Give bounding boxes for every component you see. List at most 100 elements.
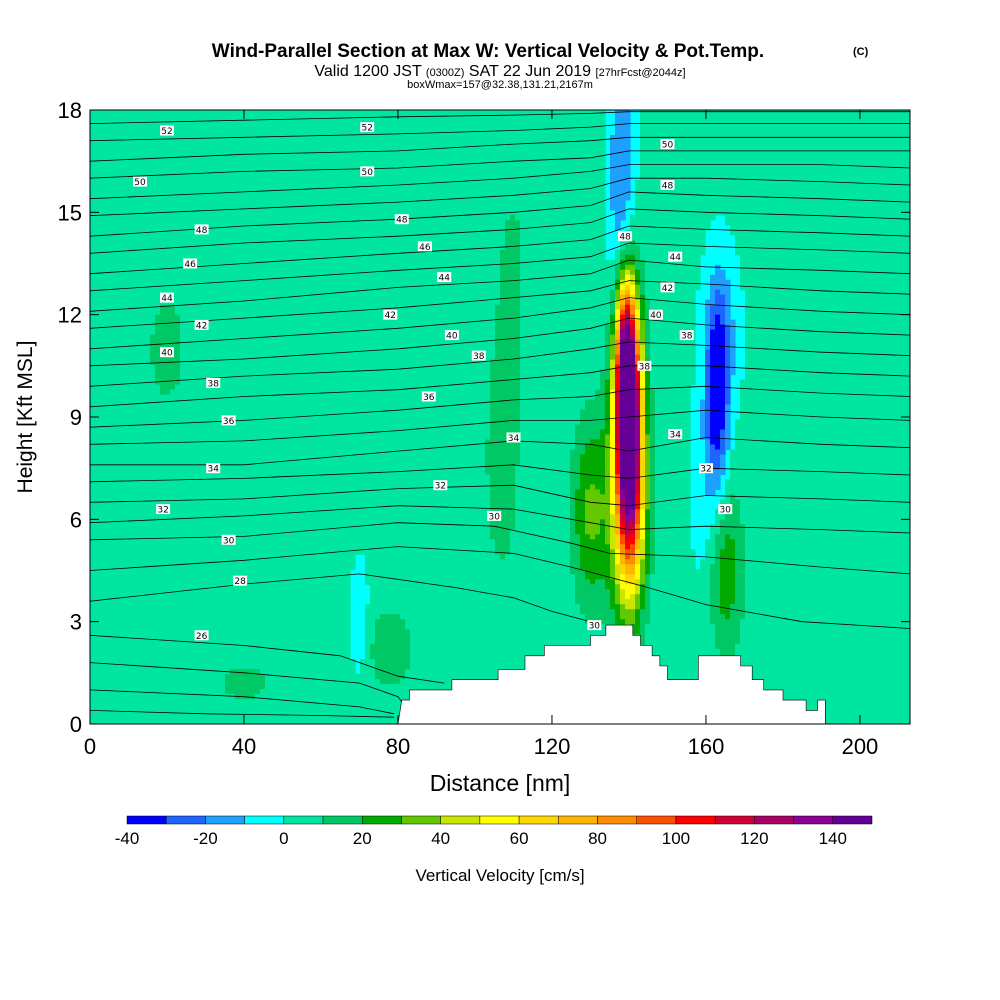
velocity-cell bbox=[745, 165, 751, 171]
velocity-cell bbox=[640, 145, 646, 151]
velocity-cell bbox=[570, 130, 576, 136]
velocity-cell bbox=[550, 230, 556, 236]
velocity-cell bbox=[875, 225, 881, 231]
velocity-cell bbox=[860, 235, 866, 241]
velocity-cell bbox=[210, 255, 216, 261]
velocity-cell bbox=[635, 200, 641, 206]
velocity-cell bbox=[890, 240, 896, 246]
velocity-cell bbox=[180, 175, 186, 181]
velocity-cell bbox=[675, 135, 681, 141]
velocity-cell bbox=[525, 135, 531, 141]
velocity-cell bbox=[285, 230, 291, 236]
velocity-cell bbox=[580, 150, 586, 156]
velocity-cell bbox=[545, 120, 551, 126]
velocity-cell bbox=[540, 215, 546, 221]
velocity-cell bbox=[865, 205, 871, 211]
velocity-cell bbox=[570, 145, 576, 151]
velocity-cell bbox=[195, 125, 201, 131]
velocity-cell bbox=[500, 235, 506, 241]
velocity-cell bbox=[185, 150, 191, 156]
velocity-cell bbox=[165, 185, 171, 191]
velocity-cell bbox=[545, 250, 551, 256]
velocity-cell bbox=[475, 120, 481, 126]
velocity-cell bbox=[700, 235, 706, 241]
velocity-cell bbox=[585, 170, 591, 176]
velocity-cell bbox=[870, 155, 876, 161]
velocity-cell bbox=[250, 205, 256, 211]
velocity-cell bbox=[340, 135, 346, 141]
velocity-cell bbox=[285, 140, 291, 146]
velocity-cell bbox=[385, 140, 391, 146]
velocity-cell bbox=[810, 165, 816, 171]
velocity-cell bbox=[465, 260, 471, 266]
velocity-cell bbox=[765, 120, 771, 126]
velocity-cell bbox=[275, 135, 281, 141]
velocity-cell bbox=[815, 190, 821, 196]
velocity-cell bbox=[730, 200, 736, 206]
velocity-cell bbox=[575, 225, 581, 231]
velocity-cell bbox=[490, 140, 496, 146]
velocity-cell bbox=[850, 145, 856, 151]
velocity-cell bbox=[260, 120, 266, 126]
velocity-cell bbox=[355, 110, 361, 116]
velocity-cell bbox=[190, 150, 196, 156]
velocity-cell bbox=[200, 215, 206, 221]
velocity-cell bbox=[120, 150, 126, 156]
velocity-cell bbox=[365, 185, 371, 191]
velocity-cell bbox=[415, 180, 421, 186]
velocity-cell bbox=[545, 255, 551, 261]
velocity-cell bbox=[190, 245, 196, 251]
velocity-cell bbox=[820, 110, 826, 116]
velocity-cell bbox=[800, 190, 806, 196]
velocity-cell bbox=[805, 140, 811, 146]
velocity-cell bbox=[695, 120, 701, 126]
velocity-cell bbox=[620, 215, 626, 221]
velocity-cell bbox=[360, 190, 366, 196]
velocity-cell bbox=[145, 125, 151, 131]
velocity-cell bbox=[705, 165, 711, 171]
velocity-cell bbox=[155, 255, 161, 261]
velocity-cell bbox=[795, 130, 801, 136]
velocity-cell bbox=[740, 210, 746, 216]
velocity-cell bbox=[290, 195, 296, 201]
velocity-cell bbox=[140, 255, 146, 261]
velocity-cell bbox=[790, 110, 796, 116]
velocity-cell bbox=[890, 125, 896, 131]
velocity-cell bbox=[275, 180, 281, 186]
velocity-cell bbox=[540, 255, 546, 261]
velocity-cell bbox=[560, 170, 566, 176]
velocity-cell bbox=[790, 140, 796, 146]
velocity-cell bbox=[790, 255, 796, 261]
velocity-cell bbox=[510, 240, 516, 246]
velocity-cell bbox=[330, 160, 336, 166]
velocity-cell bbox=[105, 150, 111, 156]
velocity-cell bbox=[230, 200, 236, 206]
velocity-cell bbox=[105, 190, 111, 196]
velocity-cell bbox=[265, 210, 271, 216]
velocity-cell bbox=[645, 180, 651, 186]
velocity-cell bbox=[435, 135, 441, 141]
velocity-cell bbox=[695, 220, 701, 226]
velocity-cell bbox=[805, 175, 811, 181]
velocity-cell bbox=[435, 145, 441, 151]
velocity-cell bbox=[865, 120, 871, 126]
velocity-cell bbox=[790, 135, 796, 141]
velocity-cell bbox=[275, 155, 281, 161]
velocity-cell bbox=[650, 170, 656, 176]
velocity-cell bbox=[760, 235, 766, 241]
velocity-cell bbox=[655, 125, 661, 131]
velocity-cell bbox=[470, 245, 476, 251]
velocity-cell bbox=[515, 115, 521, 121]
velocity-cell bbox=[775, 110, 781, 116]
velocity-cell bbox=[770, 230, 776, 236]
velocity-cell bbox=[240, 180, 246, 186]
velocity-cell bbox=[300, 125, 306, 131]
velocity-cell bbox=[610, 260, 616, 266]
velocity-cell bbox=[510, 125, 516, 131]
velocity-cell bbox=[705, 135, 711, 141]
velocity-cell bbox=[255, 140, 261, 146]
velocity-cell bbox=[155, 245, 161, 251]
velocity-cell bbox=[530, 195, 536, 201]
velocity-cell bbox=[290, 120, 296, 126]
velocity-cell bbox=[440, 260, 446, 266]
